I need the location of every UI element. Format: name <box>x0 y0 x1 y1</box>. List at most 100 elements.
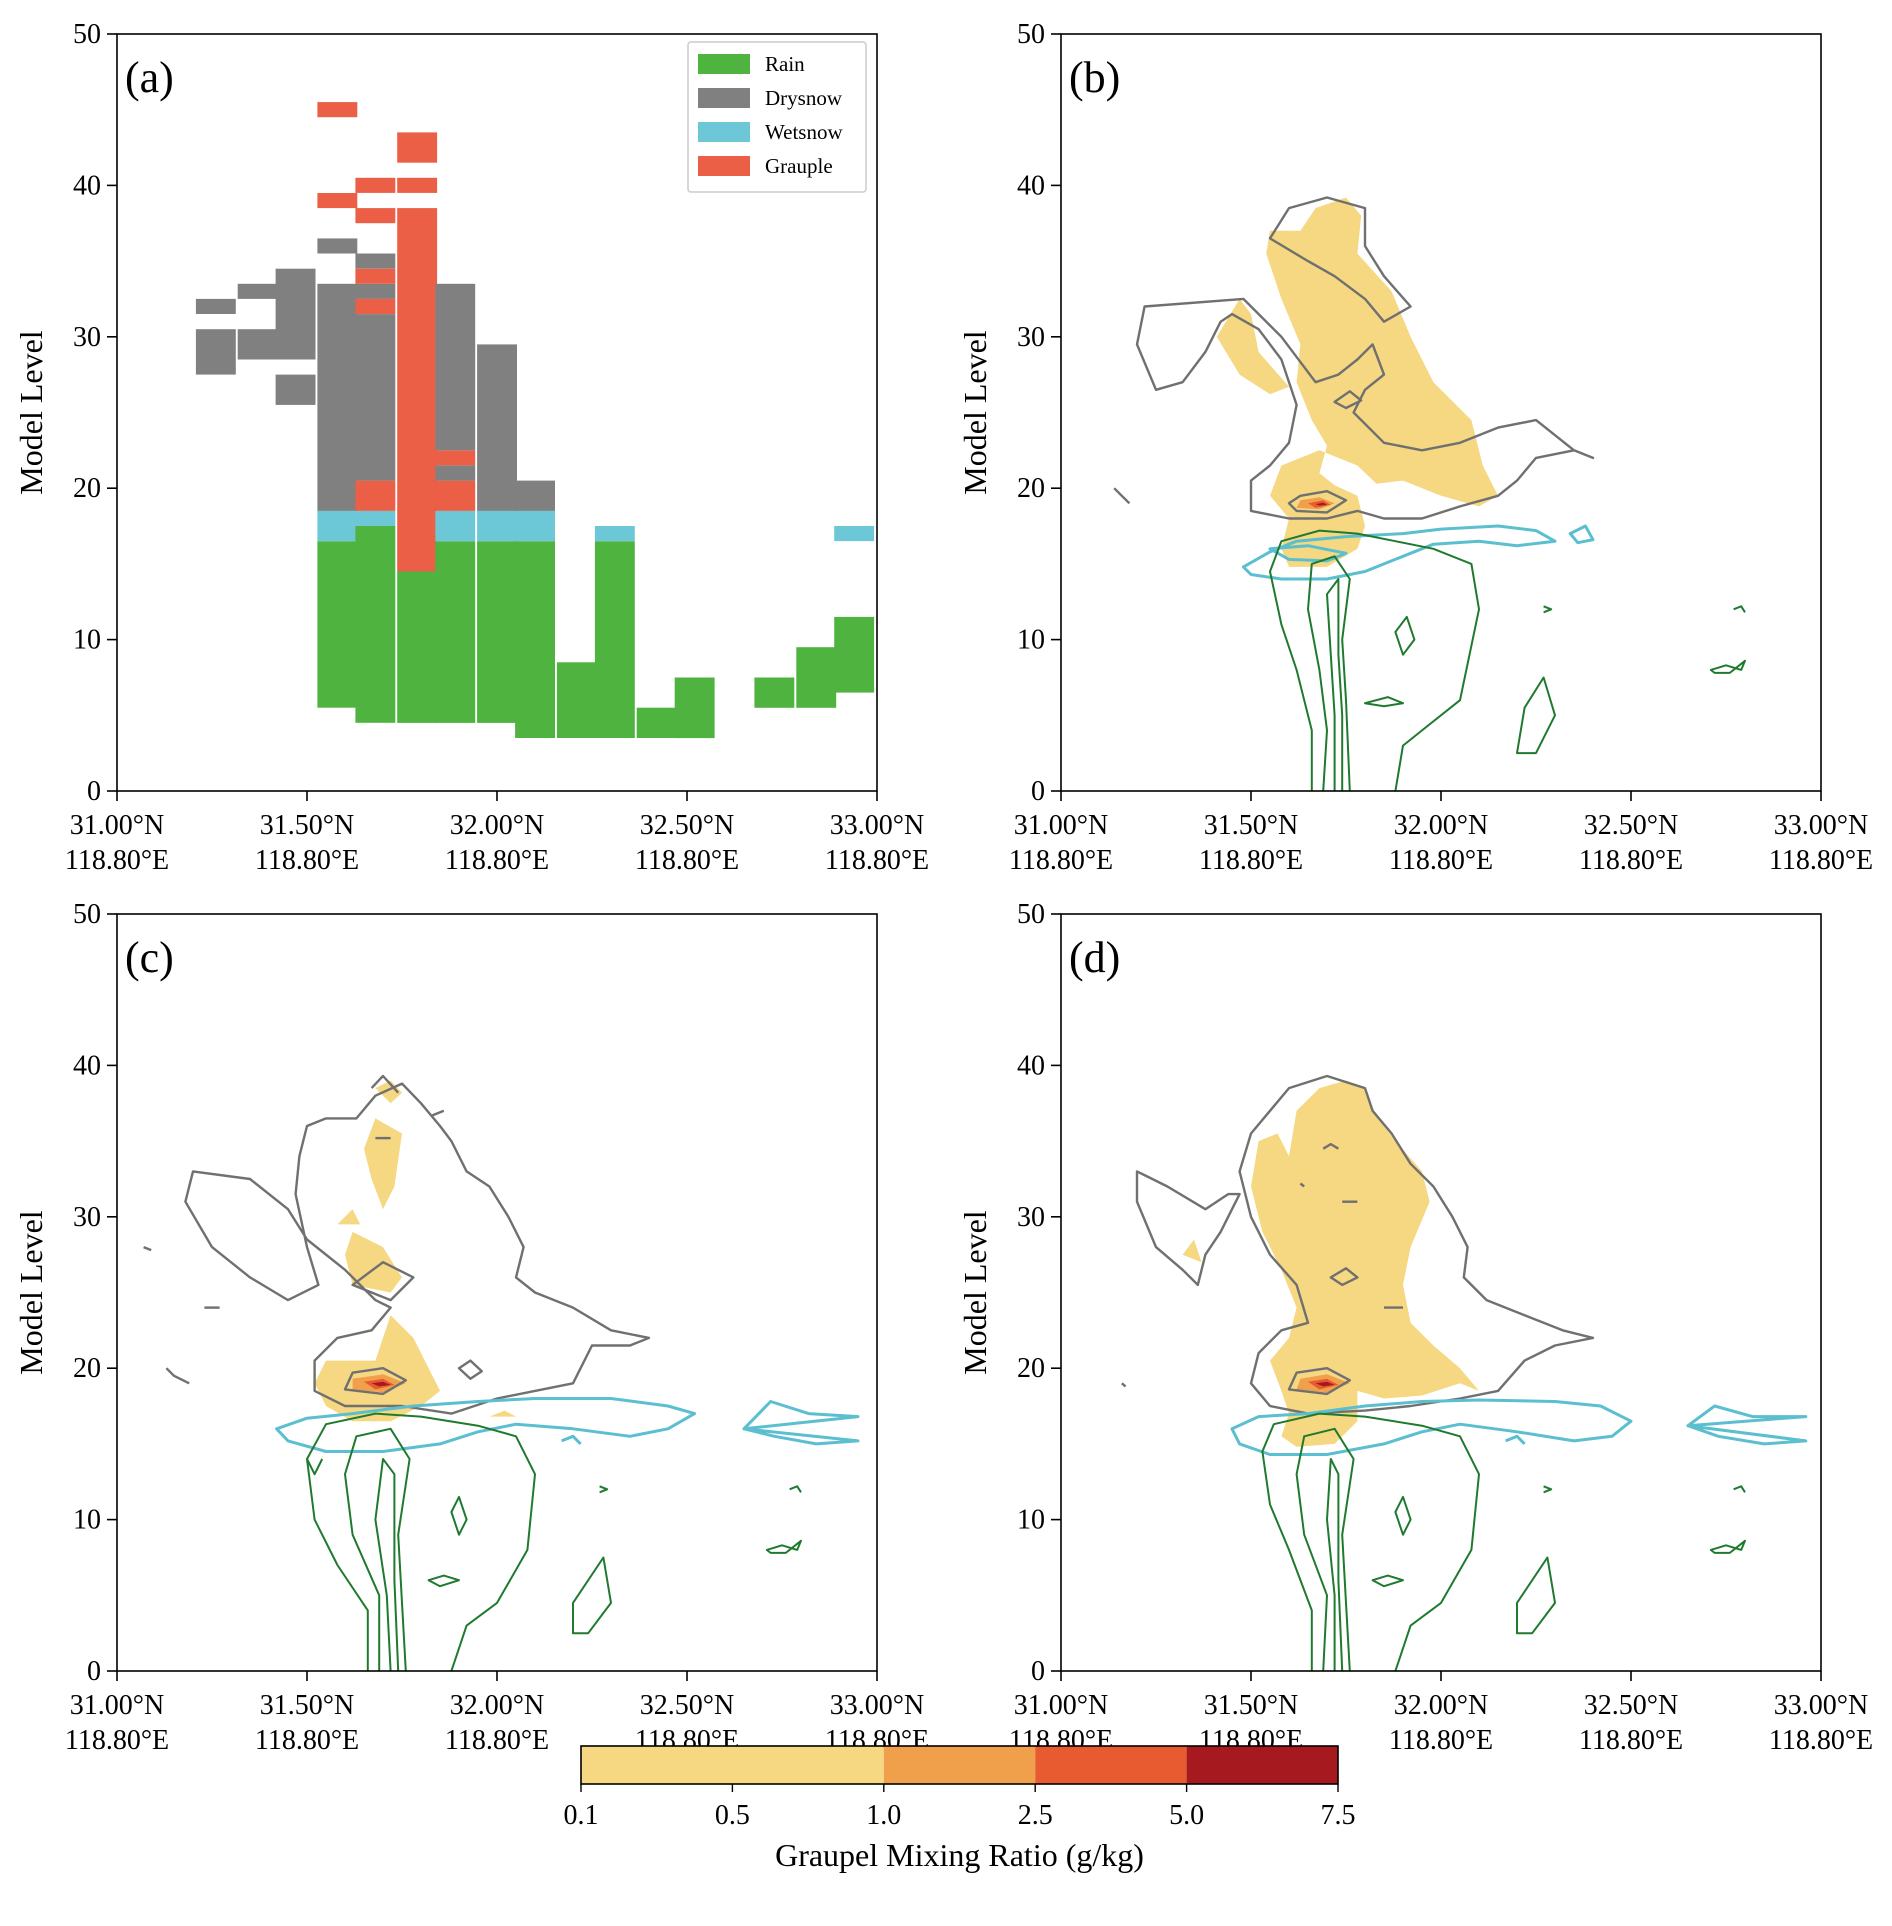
block-grauple <box>355 208 396 224</box>
plot-area <box>143 1074 860 1671</box>
snow-contour <box>370 1074 400 1094</box>
legend-box <box>687 41 867 193</box>
x-tick-label-lon: 118.80°E <box>65 1725 169 1756</box>
legend-label-grauple: Grauple <box>765 154 833 178</box>
colorbar-segment <box>1186 1746 1338 1784</box>
wetsnow-contour <box>275 1397 697 1453</box>
x-tick-label-lat: 33.00°N <box>830 1690 924 1721</box>
y-tick-label: 30 <box>1017 1202 1045 1233</box>
graupel-fill-0_1 <box>1216 298 1289 395</box>
colorbar-segment <box>883 1746 1036 1784</box>
block-grauple <box>355 268 396 284</box>
x-tick-label-lat: 32.00°N <box>1394 810 1488 841</box>
snow-contour <box>1287 490 1348 514</box>
x-tick-label-lat: 31.00°N <box>70 810 164 841</box>
x-tick-label-lon: 118.80°E <box>825 845 929 876</box>
wetsnow-contour <box>1230 1398 1633 1456</box>
x-tick-label-lat: 32.50°N <box>1584 1690 1678 1721</box>
y-tick-label: 50 <box>1017 899 1045 930</box>
y-tick-label: 50 <box>73 19 101 50</box>
snow-contour <box>165 1367 190 1385</box>
rain-contour <box>1733 605 1746 613</box>
block-drysnow <box>237 329 278 360</box>
x-tick-label-lon: 118.80°E <box>255 1725 359 1756</box>
graupel-fill-0_1 <box>337 1209 361 1225</box>
rain-contour <box>1307 555 1351 791</box>
x-tick-label-lat: 32.50°N <box>1584 810 1678 841</box>
panel-a: Rain Drysnow Wetsnow Grauple (a) 0 10 20 30 40 50 M… <box>13 19 929 876</box>
y-tick-label: 30 <box>73 322 101 353</box>
rain-contour <box>1394 615 1416 656</box>
x-tick-label-lon: 118.80°E <box>445 1725 549 1756</box>
x-tick-label-lon: 118.80°E <box>255 845 359 876</box>
rain-contour <box>1371 1574 1404 1588</box>
plot-area <box>1113 196 1746 791</box>
y-tick-label: 20 <box>73 473 101 504</box>
block-drysnow <box>195 298 236 314</box>
block-rain <box>317 541 358 708</box>
rain-contour <box>427 1574 460 1588</box>
block-grauple <box>435 480 476 511</box>
x-tick-label-lat: 31.50°N <box>260 810 354 841</box>
colorbar-tick-label: 7.5 <box>1321 1800 1356 1831</box>
y-tick-label: 50 <box>1017 19 1045 50</box>
snow-contour <box>1121 1382 1127 1388</box>
x-tick-label-lat: 31.50°N <box>260 1690 354 1721</box>
axes-frame <box>1060 913 1822 1672</box>
rain-contour <box>306 1412 536 1671</box>
wetsnow-contour <box>1686 1404 1808 1428</box>
block-wetsnow <box>834 526 875 542</box>
x-tick-label-lon: 118.80°E <box>1769 845 1873 876</box>
x-tick-label-lat: 32.00°N <box>450 1690 544 1721</box>
block-rain <box>796 647 837 708</box>
panel-label: (a) <box>125 53 174 102</box>
block-grauple <box>397 208 438 572</box>
snow-contour <box>1329 1267 1359 1287</box>
rain-contour <box>1543 605 1553 614</box>
panel-c: (c) 0 10 20 30 40 50 Model Level 31.00°N 118.80°E… <box>13 899 929 1756</box>
panel-label: (d) <box>1069 933 1120 982</box>
panel-d: (d) 0 10 20 30 40 50 Model Level 31.00°N 118.80°E… <box>957 899 1873 1756</box>
colorbar-frame <box>580 1745 1339 1785</box>
colorbar: 0.1 0.5 1.0 2.5 5.0 7.5 Graupel Mixing Ratio (… <box>564 1745 1356 1873</box>
wetsnow-contour <box>1505 1434 1526 1445</box>
x-tick-label-lon: 118.80°E <box>635 845 739 876</box>
rain-contour <box>1326 578 1344 791</box>
y-tick-label: 20 <box>1017 1353 1045 1384</box>
rain-contour <box>374 1458 400 1671</box>
block-drysnow <box>355 314 396 481</box>
y-tick-label: 20 <box>1017 473 1045 504</box>
rain-contour <box>1261 1412 1480 1671</box>
colorbar-segment <box>581 1746 884 1784</box>
snow-contour <box>1135 1170 1241 1287</box>
block-wetsnow <box>594 526 635 542</box>
y-tick-label: 30 <box>73 1202 101 1233</box>
y-tick-label: 30 <box>1017 322 1045 353</box>
block-grauple <box>397 132 438 163</box>
x-tick-label-lat: 33.00°N <box>830 810 924 841</box>
rain-contour <box>1516 1556 1556 1635</box>
legend: Rain Drysnow Wetsnow Grauple <box>687 41 867 193</box>
y-axis-label: Model Level <box>13 330 49 495</box>
block-rain <box>477 541 517 723</box>
graupel-fill-0_1 <box>489 1410 516 1417</box>
x-tick-label-lat: 32.50°N <box>640 1690 734 1721</box>
rain-contour <box>306 1458 324 1476</box>
rain-contour <box>1269 529 1480 791</box>
x-tick-label-lon: 118.80°E <box>1009 845 1113 876</box>
rain-contour <box>450 1495 468 1536</box>
colorbar-segment <box>1035 1746 1187 1784</box>
snow-contour <box>1287 1366 1352 1396</box>
block-drysnow <box>435 283 476 451</box>
snow-contour <box>1268 196 1412 323</box>
plot-area <box>195 102 875 739</box>
snow-contour <box>1113 487 1131 505</box>
block-rain <box>594 541 635 738</box>
legend-swatch-rain <box>698 54 750 74</box>
block-drysnow <box>355 253 396 269</box>
x-tick-label-lat: 31.00°N <box>1014 810 1108 841</box>
x-tick-label-lat: 32.50°N <box>640 810 734 841</box>
wetsnow-contour <box>1568 524 1595 545</box>
x-tick-label-lat: 31.50°N <box>1204 1690 1298 1721</box>
